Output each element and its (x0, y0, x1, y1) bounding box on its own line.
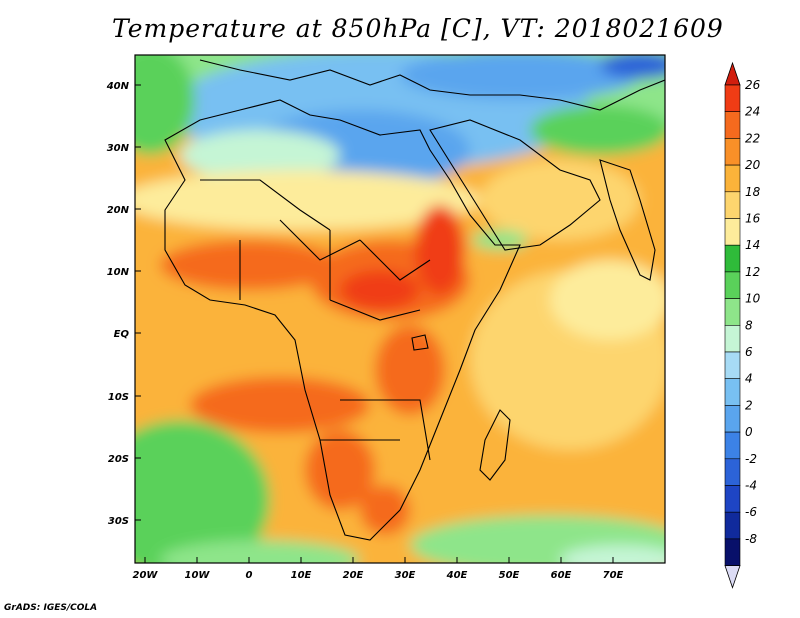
colorbar-swatch (724, 138, 741, 166)
lat-label: 30N (107, 143, 130, 154)
credit-label: GrADS: IGES/COLA (4, 603, 98, 613)
colorbar-swatch (724, 378, 741, 406)
lon-label: 10W (185, 570, 211, 581)
colorbar-label: 26 (745, 78, 761, 92)
colorbar-swatch (724, 458, 741, 486)
lat-label: 10S (108, 392, 129, 403)
lake-victoria (411, 334, 429, 351)
lon-label: 40E (446, 570, 468, 581)
colorbar-label: -4 (745, 479, 757, 493)
colorbar-swatch (724, 218, 741, 246)
colorbar-label: 12 (745, 265, 760, 279)
colorbar-label: 8 (745, 318, 753, 332)
colorbar-swatch (724, 511, 741, 540)
borders-central (320, 239, 431, 461)
colorbar-label: 18 (745, 185, 761, 199)
colorbar-swatch (724, 405, 741, 433)
colorbar-label: 2 (745, 398, 753, 412)
colorbar-label: -2 (745, 452, 757, 466)
lat-label: 20S (108, 454, 129, 465)
colorbar-label: 16 (745, 212, 761, 226)
lat-label: 10N (107, 267, 130, 278)
coastlines (164, 59, 665, 541)
lon-label: 0 (246, 570, 253, 581)
lon-label: 20E (343, 570, 364, 581)
colorbar-swatch (724, 298, 741, 326)
lon-label: 70E (603, 570, 624, 581)
lon-label: 10E (291, 570, 312, 581)
colorbar-label: 24 (745, 105, 760, 119)
latitude-axis: 40N 30N 20N 10N EQ 10S 20S 30S (106, 81, 141, 527)
colorbar-label: -6 (745, 505, 757, 519)
colorbar-swatch (724, 431, 741, 460)
lon-label: 20W (133, 570, 159, 581)
colorbar-bottom-arrow (724, 565, 741, 589)
colorbar-label: 0 (745, 425, 753, 439)
lat-label: 40N (106, 81, 130, 92)
map-title: Temperature at 850hPa [C], VT: 201802160… (112, 14, 724, 43)
colorbar-label: 20 (745, 158, 761, 172)
colorbar-label: 14 (745, 238, 760, 252)
colorbar-swatch (724, 485, 741, 513)
longitude-axis: 20W 10W 0 10E 20E 30E 40E 50E 60E 70E (133, 557, 624, 581)
arabia-coastline (429, 119, 601, 251)
colorbar-swatch (724, 191, 741, 219)
colorbar-swatch (724, 111, 741, 139)
colorbar-swatch (724, 324, 741, 353)
colorbar-swatch (724, 244, 741, 273)
borders-west (200, 179, 361, 300)
lat-label: 20N (107, 205, 130, 216)
lat-label: EQ (114, 329, 130, 340)
colorbar-top-arrow (724, 61, 741, 86)
temperature-field (135, 55, 665, 563)
africa-coastline (164, 99, 521, 541)
colorbar-swatch (724, 538, 741, 566)
map-frame (134, 54, 666, 564)
europe-coastline (199, 59, 665, 111)
colorbar-label: 10 (745, 292, 761, 306)
lon-label: 60E (551, 570, 572, 581)
colorbar-swatch (724, 84, 741, 113)
colorbar-label: 4 (745, 372, 753, 386)
colorbar-swatch (724, 164, 741, 193)
colorbar-label: -8 (745, 532, 757, 546)
lon-label: 30E (395, 570, 416, 581)
lat-label: 30S (108, 516, 129, 527)
india-coastline (599, 159, 656, 281)
colorbar-swatch (724, 271, 741, 299)
madagascar (479, 409, 511, 481)
colorbar-swatch (724, 351, 741, 380)
colorbar-label: 6 (745, 345, 753, 359)
lon-label: 50E (499, 570, 520, 581)
colorbar-label: 22 (745, 131, 760, 145)
